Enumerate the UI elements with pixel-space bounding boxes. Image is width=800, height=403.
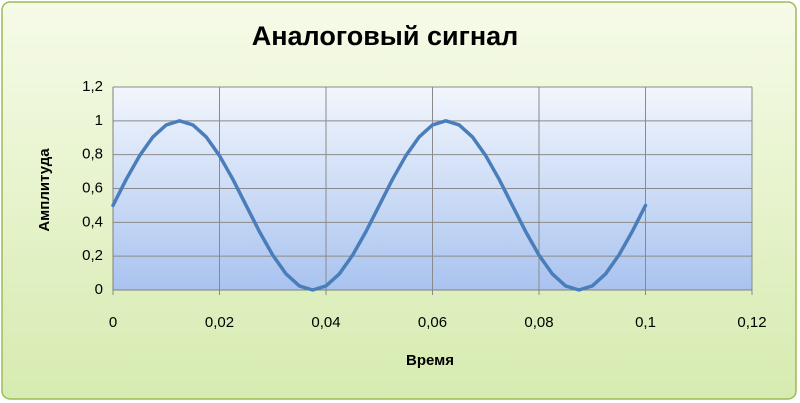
x-tick-label: 0,12 <box>737 314 766 331</box>
x-tick-label: 0,06 <box>418 314 447 331</box>
y-axis-label: Амплитуда <box>36 148 53 232</box>
y-tick-label: 0,2 <box>82 247 103 264</box>
series-line <box>111 119 648 292</box>
x-tick-label: 0,04 <box>311 314 340 331</box>
y-tick-label: 1 <box>95 112 103 129</box>
x-tick-label: 0,08 <box>524 314 553 331</box>
y-tick-label: 0,8 <box>82 146 103 163</box>
x-tick-label: 0 <box>109 314 117 331</box>
y-tick-label: 0,4 <box>82 213 103 230</box>
chart-title: Аналоговый сигнал <box>252 21 519 51</box>
y-tick-label: 0,6 <box>82 179 103 196</box>
y-tick-label: 0 <box>95 281 103 298</box>
x-tick-label: 0,02 <box>205 314 234 331</box>
x-tick-label: 0,1 <box>635 314 656 331</box>
x-axis-label: Время <box>406 352 454 369</box>
y-tick-label: 1,2 <box>82 78 103 95</box>
